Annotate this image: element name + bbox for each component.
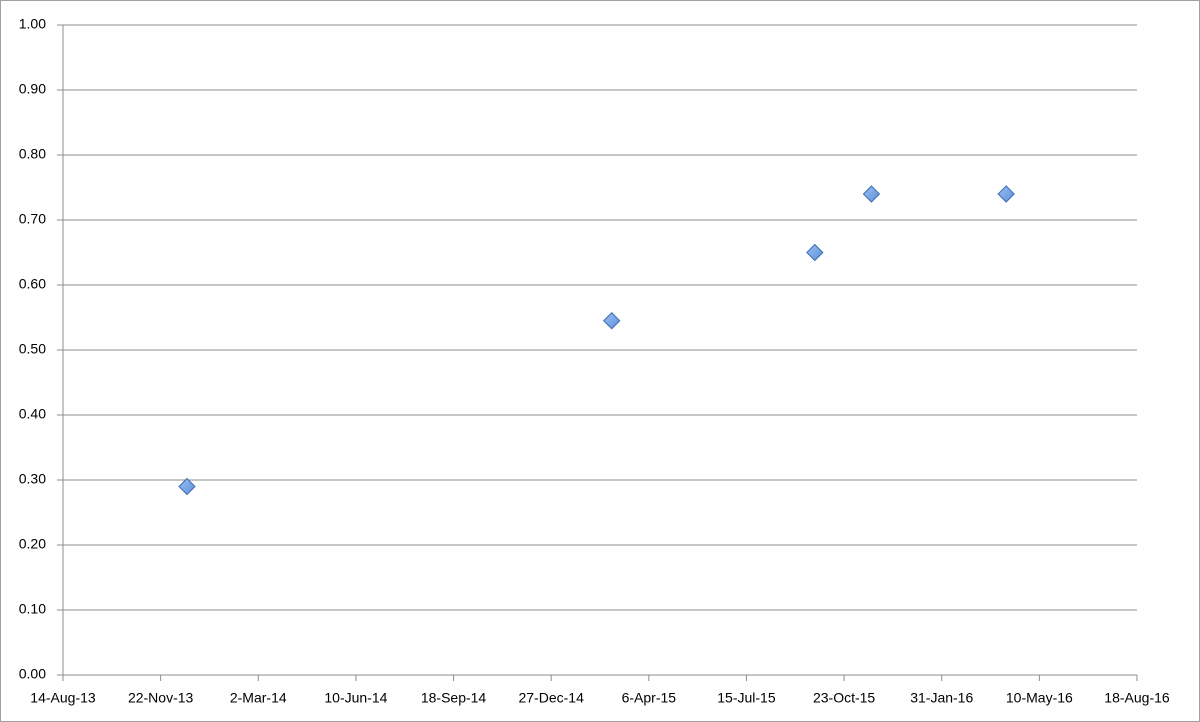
- y-tick-label: 1.00: [19, 16, 46, 32]
- y-tick-label: 0.60: [19, 276, 46, 292]
- y-tick-label: 0.40: [19, 406, 46, 422]
- x-tick-label: 14-Aug-13: [30, 690, 96, 706]
- x-tick-label: 6-Apr-15: [622, 690, 677, 706]
- point: [178, 477, 196, 496]
- y-tick-label: 0.30: [19, 471, 46, 487]
- point: [806, 243, 824, 262]
- y-tick-label: 0.50: [19, 341, 46, 357]
- x-tick-label: 18-Aug-16: [1104, 690, 1170, 706]
- x-tick-label: 31-Jan-16: [910, 690, 973, 706]
- x-tick-label: 18-Sep-14: [421, 690, 487, 706]
- y-tick-label: 0.10: [19, 601, 46, 617]
- point: [603, 312, 621, 330]
- x-tick-label: 27-Dec-14: [518, 690, 584, 706]
- x-tick-label: 22-Nov-13: [128, 690, 194, 706]
- x-tick-label: 10-Jun-14: [324, 690, 387, 706]
- y-tick-label: 0.00: [19, 666, 46, 682]
- y-tick-label: 0.80: [19, 146, 46, 162]
- x-tick-label: 23-Oct-15: [813, 690, 875, 706]
- x-tick-label: 15-Jul-15: [717, 690, 776, 706]
- y-tick-label: 0.70: [19, 211, 46, 227]
- point: [862, 185, 881, 203]
- x-tick-label: 10-May-16: [1006, 690, 1073, 706]
- y-tick-label: 0.90: [19, 81, 46, 97]
- y-tick-label: 0.20: [19, 536, 46, 552]
- x-tick-label: 2-Mar-14: [230, 690, 287, 706]
- point: [997, 185, 1015, 203]
